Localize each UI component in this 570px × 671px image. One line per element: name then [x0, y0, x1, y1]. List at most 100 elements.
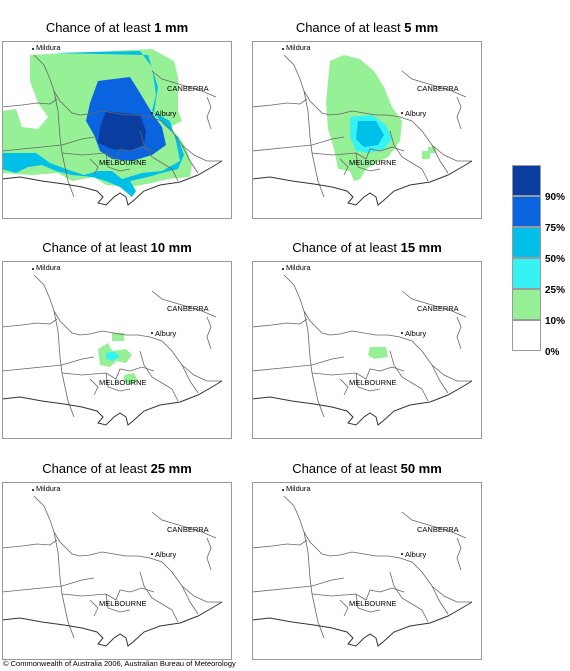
region-boundary	[456, 96, 462, 130]
region-boundary	[151, 511, 217, 539]
place-label-mildura: Mildura	[36, 484, 61, 493]
place-marker	[151, 112, 153, 114]
region-boundary	[401, 511, 467, 539]
probability-map: Mildura CANBERRA Albury MELBOURNE	[2, 261, 232, 439]
region-boundary	[2, 356, 95, 372]
region-boundary	[61, 146, 155, 160]
map-frame	[252, 482, 482, 660]
panel-title: Chance of at least 25 mm	[42, 461, 192, 476]
place-label-melbourne: MELBOURNE	[349, 378, 397, 387]
region-boundary	[311, 146, 405, 160]
coastline	[252, 380, 473, 426]
place-label-albury: Albury	[405, 109, 427, 118]
place-label-mildura: Mildura	[36, 263, 61, 272]
panel-title: Chance of at least 10 mm	[42, 240, 192, 255]
copyright-notice: © Commonwealth of Australia 2006, Austra…	[3, 659, 236, 668]
legend-swatch-0	[512, 320, 541, 351]
place-marker	[32, 268, 34, 270]
region-boundary	[355, 372, 381, 392]
region-boundary	[61, 366, 155, 380]
place-marker	[401, 332, 403, 334]
region-boundary	[311, 372, 325, 418]
place-marker	[151, 553, 153, 555]
probability-area	[356, 121, 384, 147]
place-label-canberra: CANBERRA	[167, 304, 209, 313]
map-frame	[2, 41, 232, 219]
legend-label: 0%	[545, 347, 560, 358]
region-boundary	[283, 54, 472, 162]
region-boundary	[105, 372, 131, 392]
region-boundary	[139, 130, 179, 182]
place-label-mildura: Mildura	[286, 43, 311, 52]
legend-label: 10%	[545, 316, 566, 327]
region-boundary	[181, 364, 199, 394]
region-boundary	[283, 274, 472, 382]
region-boundary	[61, 593, 75, 639]
region-boundary	[151, 290, 217, 318]
region-boundary	[401, 70, 467, 98]
legend-label: 90%	[545, 192, 566, 203]
place-label-canberra: CANBERRA	[417, 304, 459, 313]
panel-title: Chance of at least 1 mm	[45, 20, 189, 35]
map-frame	[2, 482, 232, 660]
place-label-melbourne: MELBOURNE	[99, 158, 147, 167]
legend-label: 50%	[545, 254, 566, 265]
map-svg: Mildura CANBERRA Albury MELBOURNE	[252, 482, 482, 660]
region-boundary	[105, 593, 131, 613]
probability-area	[368, 347, 388, 359]
place-label-canberra: CANBERRA	[417, 525, 459, 534]
legend-swatch-10	[512, 289, 541, 320]
map-svg: Mildura CANBERRA Albury MELBOURNE	[2, 41, 232, 219]
map-frame	[252, 41, 482, 219]
place-label-albury: Albury	[155, 550, 177, 559]
place-label-canberra: CANBERRA	[167, 525, 209, 534]
region-boundary	[339, 158, 349, 176]
panel-title: Chance of at least 15 mm	[292, 240, 442, 255]
legend-swatch-25	[512, 258, 541, 289]
region-boundary	[252, 98, 308, 108]
place-marker	[282, 268, 284, 270]
region-boundary	[2, 318, 58, 328]
region-boundary	[339, 599, 349, 617]
region-boundary	[206, 537, 212, 571]
coastline	[252, 601, 473, 647]
region-boundary	[431, 364, 449, 394]
coastline	[2, 160, 223, 206]
region-boundary	[311, 593, 325, 639]
place-label-melbourne: MELBOURNE	[99, 599, 147, 608]
region-boundary	[151, 70, 217, 98]
place-marker	[151, 332, 153, 334]
place-marker	[282, 489, 284, 491]
region-boundary	[61, 372, 75, 418]
legend-swatch-90	[512, 165, 541, 196]
place-label-albury: Albury	[155, 329, 177, 338]
legend-label: 25%	[545, 285, 566, 296]
panel-title: Chance of at least 5 mm	[295, 20, 439, 35]
probability-map: Mildura CANBERRA Albury MELBOURNE	[252, 261, 482, 439]
region-boundary	[139, 571, 179, 623]
coastline	[252, 160, 473, 206]
region-boundary	[181, 585, 199, 615]
region-boundary	[2, 98, 58, 108]
place-label-mildura: Mildura	[286, 263, 311, 272]
probability-area	[112, 333, 124, 341]
region-boundary	[206, 316, 212, 350]
map-frame	[252, 261, 482, 439]
legend-label: 75%	[545, 223, 566, 234]
map-svg: Mildura CANBERRA Albury MELBOURNE	[252, 41, 482, 219]
place-marker	[282, 48, 284, 50]
region-boundary	[89, 158, 99, 176]
place-marker	[401, 553, 403, 555]
region-boundary	[2, 577, 95, 593]
region-boundary	[61, 587, 155, 601]
legend-swatch-50	[512, 227, 541, 258]
place-label-albury: Albury	[405, 329, 427, 338]
place-marker	[401, 112, 403, 114]
region-boundary	[389, 130, 429, 182]
region-boundary	[252, 318, 308, 328]
region-boundary	[252, 577, 345, 593]
region-boundary	[431, 585, 449, 615]
region-boundary	[283, 495, 472, 603]
region-boundary	[139, 350, 179, 402]
panel-title: Chance of at least 50 mm	[292, 461, 442, 476]
